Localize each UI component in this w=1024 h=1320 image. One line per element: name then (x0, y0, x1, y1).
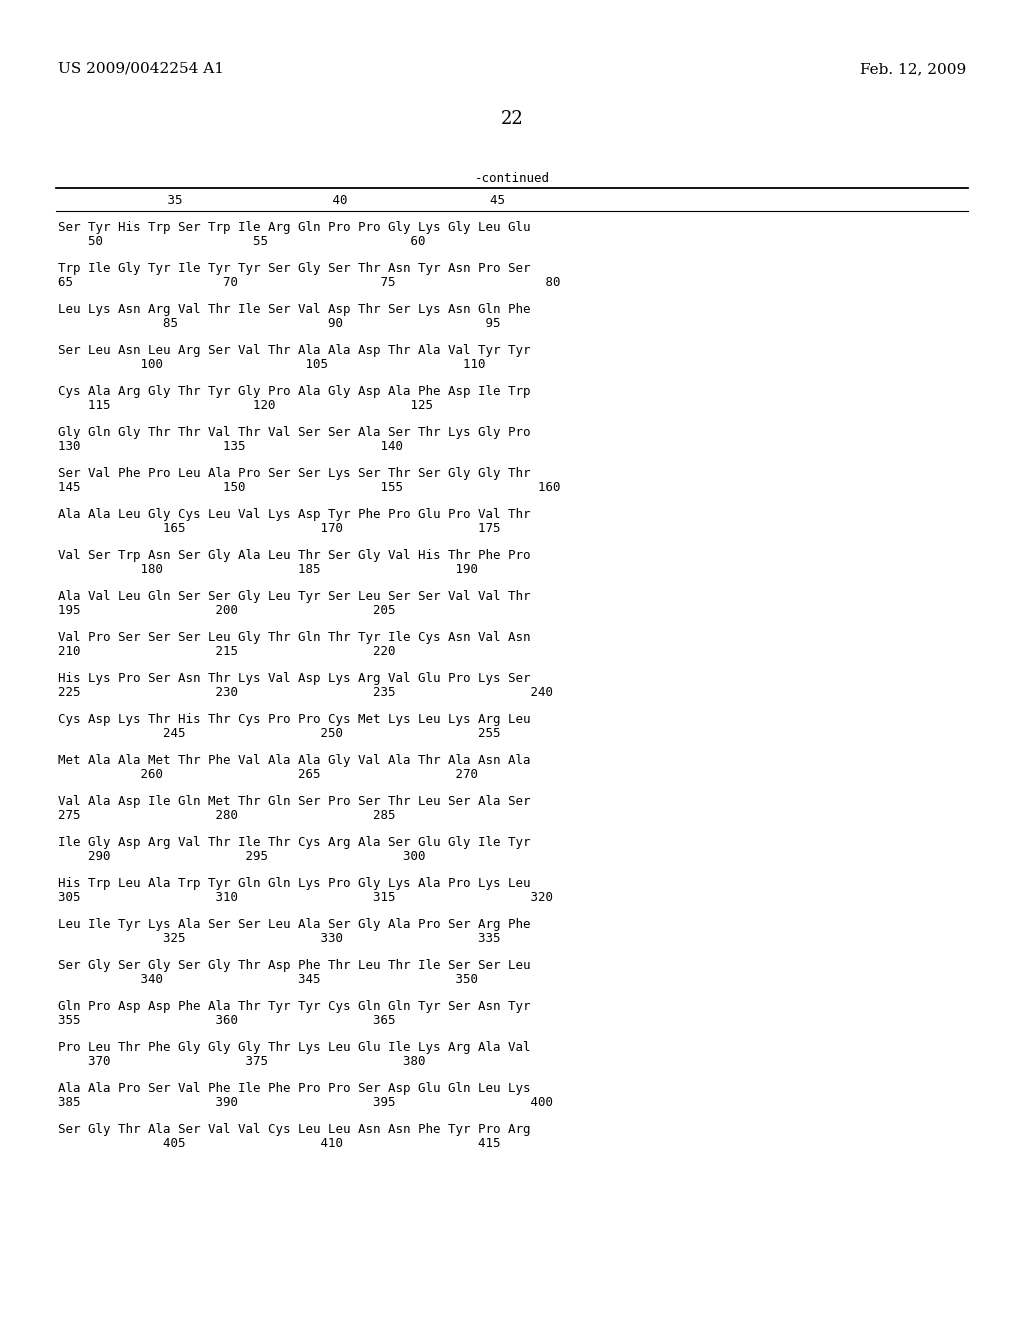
Text: 225                  230                  235                  240: 225 230 235 240 (58, 686, 553, 700)
Text: Leu Lys Asn Arg Val Thr Ile Ser Val Asp Thr Ser Lys Asn Gln Phe: Leu Lys Asn Arg Val Thr Ile Ser Val Asp … (58, 304, 530, 315)
Text: Pro Leu Thr Phe Gly Gly Gly Thr Lys Leu Glu Ile Lys Arg Ala Val: Pro Leu Thr Phe Gly Gly Gly Thr Lys Leu … (58, 1041, 530, 1053)
Text: Met Ala Ala Met Thr Phe Val Ala Ala Gly Val Ala Thr Ala Asn Ala: Met Ala Ala Met Thr Phe Val Ala Ala Gly … (58, 754, 530, 767)
Text: 145                   150                  155                  160: 145 150 155 160 (58, 480, 560, 494)
Text: 290                  295                  300: 290 295 300 (58, 850, 426, 863)
Text: Cys Asp Lys Thr His Thr Cys Pro Pro Cys Met Lys Leu Lys Arg Leu: Cys Asp Lys Thr His Thr Cys Pro Pro Cys … (58, 713, 530, 726)
Text: Ser Val Phe Pro Leu Ala Pro Ser Ser Lys Ser Thr Ser Gly Gly Thr: Ser Val Phe Pro Leu Ala Pro Ser Ser Lys … (58, 467, 530, 480)
Text: 275                  280                  285: 275 280 285 (58, 809, 395, 822)
Text: Cys Ala Arg Gly Thr Tyr Gly Pro Ala Gly Asp Ala Phe Asp Ile Trp: Cys Ala Arg Gly Thr Tyr Gly Pro Ala Gly … (58, 385, 530, 399)
Text: Ser Tyr His Trp Ser Trp Ile Arg Gln Pro Pro Gly Lys Gly Leu Glu: Ser Tyr His Trp Ser Trp Ile Arg Gln Pro … (58, 220, 530, 234)
Text: 370                  375                  380: 370 375 380 (58, 1055, 426, 1068)
Text: Trp Ile Gly Tyr Ile Tyr Tyr Ser Gly Ser Thr Asn Tyr Asn Pro Ser: Trp Ile Gly Tyr Ile Tyr Tyr Ser Gly Ser … (58, 261, 530, 275)
Text: Ala Val Leu Gln Ser Ser Gly Leu Tyr Ser Leu Ser Ser Val Val Thr: Ala Val Leu Gln Ser Ser Gly Leu Tyr Ser … (58, 590, 530, 603)
Text: -continued: -continued (474, 172, 550, 185)
Text: His Lys Pro Ser Asn Thr Lys Val Asp Lys Arg Val Glu Pro Lys Ser: His Lys Pro Ser Asn Thr Lys Val Asp Lys … (58, 672, 530, 685)
Text: Ser Gly Ser Gly Ser Gly Thr Asp Phe Thr Leu Thr Ile Ser Ser Leu: Ser Gly Ser Gly Ser Gly Thr Asp Phe Thr … (58, 960, 530, 972)
Text: 195                  200                  205: 195 200 205 (58, 605, 395, 616)
Text: 325                  330                  335: 325 330 335 (58, 932, 501, 945)
Text: Gly Gln Gly Thr Thr Val Thr Val Ser Ser Ala Ser Thr Lys Gly Pro: Gly Gln Gly Thr Thr Val Thr Val Ser Ser … (58, 426, 530, 440)
Text: Ser Leu Asn Leu Arg Ser Val Thr Ala Ala Asp Thr Ala Val Tyr Tyr: Ser Leu Asn Leu Arg Ser Val Thr Ala Ala … (58, 345, 530, 356)
Text: 165                  170                  175: 165 170 175 (58, 521, 501, 535)
Text: 100                   105                  110: 100 105 110 (58, 358, 485, 371)
Text: Feb. 12, 2009: Feb. 12, 2009 (860, 62, 966, 77)
Text: Val Pro Ser Ser Ser Leu Gly Thr Gln Thr Tyr Ile Cys Asn Val Asn: Val Pro Ser Ser Ser Leu Gly Thr Gln Thr … (58, 631, 530, 644)
Text: His Trp Leu Ala Trp Tyr Gln Gln Lys Pro Gly Lys Ala Pro Lys Leu: His Trp Leu Ala Trp Tyr Gln Gln Lys Pro … (58, 876, 530, 890)
Text: 405                  410                  415: 405 410 415 (58, 1137, 501, 1150)
Text: Ile Gly Asp Arg Val Thr Ile Thr Cys Arg Ala Ser Glu Gly Ile Tyr: Ile Gly Asp Arg Val Thr Ile Thr Cys Arg … (58, 836, 530, 849)
Text: Ala Ala Leu Gly Cys Leu Val Lys Asp Tyr Phe Pro Glu Pro Val Thr: Ala Ala Leu Gly Cys Leu Val Lys Asp Tyr … (58, 508, 530, 521)
Text: 355                  360                  365: 355 360 365 (58, 1014, 395, 1027)
Text: 245                  250                  255: 245 250 255 (58, 727, 501, 741)
Text: 210                  215                  220: 210 215 220 (58, 645, 395, 657)
Text: US 2009/0042254 A1: US 2009/0042254 A1 (58, 62, 224, 77)
Text: Ser Gly Thr Ala Ser Val Val Cys Leu Leu Asn Asn Phe Tyr Pro Arg: Ser Gly Thr Ala Ser Val Val Cys Leu Leu … (58, 1123, 530, 1137)
Text: 50                    55                   60: 50 55 60 (58, 235, 426, 248)
Text: Gln Pro Asp Asp Phe Ala Thr Tyr Tyr Cys Gln Gln Tyr Ser Asn Tyr: Gln Pro Asp Asp Phe Ala Thr Tyr Tyr Cys … (58, 1001, 530, 1012)
Text: 260                  265                  270: 260 265 270 (58, 768, 478, 781)
Text: 85                    90                   95: 85 90 95 (58, 317, 501, 330)
Text: 130                   135                  140: 130 135 140 (58, 440, 403, 453)
Text: Leu Ile Tyr Lys Ala Ser Ser Leu Ala Ser Gly Ala Pro Ser Arg Phe: Leu Ile Tyr Lys Ala Ser Ser Leu Ala Ser … (58, 917, 530, 931)
Text: Val Ser Trp Asn Ser Gly Ala Leu Thr Ser Gly Val His Thr Phe Pro: Val Ser Trp Asn Ser Gly Ala Leu Thr Ser … (58, 549, 530, 562)
Text: 115                   120                  125: 115 120 125 (58, 399, 433, 412)
Text: Val Ala Asp Ile Gln Met Thr Gln Ser Pro Ser Thr Leu Ser Ala Ser: Val Ala Asp Ile Gln Met Thr Gln Ser Pro … (58, 795, 530, 808)
Text: 385                  390                  395                  400: 385 390 395 400 (58, 1096, 553, 1109)
Text: 340                  345                  350: 340 345 350 (58, 973, 478, 986)
Text: 305                  310                  315                  320: 305 310 315 320 (58, 891, 553, 904)
Text: 22: 22 (501, 110, 523, 128)
Text: 35                    40                   45: 35 40 45 (130, 194, 505, 207)
Text: 65                    70                   75                    80: 65 70 75 80 (58, 276, 560, 289)
Text: 180                  185                  190: 180 185 190 (58, 564, 478, 576)
Text: Ala Ala Pro Ser Val Phe Ile Phe Pro Pro Ser Asp Glu Gln Leu Lys: Ala Ala Pro Ser Val Phe Ile Phe Pro Pro … (58, 1082, 530, 1096)
